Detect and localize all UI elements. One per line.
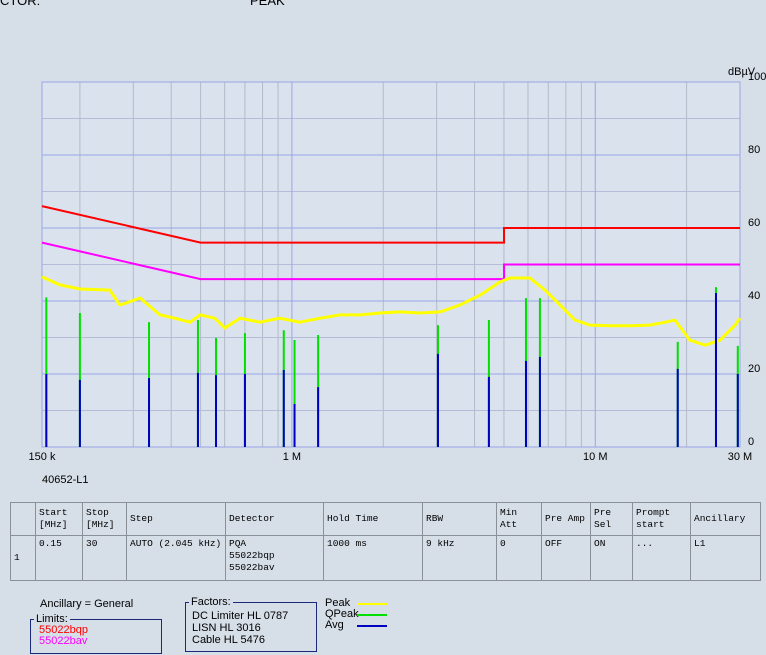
x-tick-label: 1 M [283, 451, 301, 463]
footer: Ancillary = General Limits: 55022bqp 5502… [0, 590, 766, 655]
factor: DC Limiter HL 0787 [192, 610, 289, 622]
trace-legend-entry: Avg [325, 620, 395, 631]
limit-legend-entry: 55022bav [39, 635, 88, 647]
cell-line: 55022bqp [229, 550, 275, 561]
factor: LISN HL 3016 [192, 622, 261, 634]
limits-title: Limits: [34, 613, 70, 625]
legend-swatch [357, 603, 387, 605]
column-header: Step [126, 502, 226, 536]
y-tick-label: 40 [748, 290, 760, 302]
settings-table: Start [MHz] Stop [MHz] Step Detector Hold Ti… [10, 502, 761, 581]
detector-label: CTOR: [0, 0, 41, 8]
table-cell: 1000 ms [323, 535, 423, 581]
caption: 40652-L1 [42, 474, 89, 486]
column-header: RBW [422, 502, 497, 536]
table-cell: ... [632, 535, 691, 581]
column-header: Ancillary [690, 502, 761, 536]
cell-line: 55022bav [229, 562, 275, 573]
column-header: Pre Sel [590, 502, 633, 536]
table-cell: AUTO (2.045 kHz) [126, 535, 226, 581]
header: CTOR: PEAK [0, 0, 766, 8]
column-header [10, 502, 36, 536]
table-cell: PQA 55022bqp 55022bav [225, 535, 324, 581]
column-header: Prompt start [632, 502, 691, 536]
trace-line [41, 205, 740, 244]
legend-label: Peak [325, 597, 351, 609]
y-tick-label: 100 [748, 71, 766, 83]
column-header: Start [MHz] [35, 502, 83, 536]
table-row: 1 0.15 30 AUTO (2.045 kHz) PQA 55022bqp 55022b… [10, 535, 761, 581]
table-cell: 0.15 [35, 535, 83, 581]
legend-label: QPeak [325, 608, 359, 620]
ancillary: Ancillary = General [40, 598, 134, 610]
x-tick-label: 30 M [728, 451, 752, 463]
legend-label: Avg [325, 619, 344, 631]
column-header: Hold Time [323, 502, 423, 536]
y-tick-label: 60 [748, 217, 760, 229]
trace-line [41, 275, 742, 347]
table-cell: 0 [496, 535, 542, 581]
column-header: Pre Amp [541, 502, 591, 536]
trace-legend-entry: Peak [325, 598, 395, 609]
x-tick-label: 150 k [29, 451, 56, 463]
y-tick-label: 0 [748, 436, 754, 448]
factor: Cable HL 5476 [192, 634, 265, 646]
legend-swatch [357, 625, 387, 627]
factors-box: Factors: DC Limiter HL 0787 LISN HL 3016 C… [185, 596, 317, 652]
limits-box: Limits: 55022bqp 55022bav [30, 613, 162, 654]
table-cell: L1 [690, 535, 761, 581]
chart: dBµV 40652-L1 150 k 1 M 10 M 30 M 0 20 40 60 80 1… [29, 66, 766, 486]
trace-legend-entry: QPeak [325, 609, 395, 620]
header-row: Start [MHz] Stop [MHz] Step Detector Hold Ti… [10, 502, 761, 536]
column-header: Min Att [496, 502, 542, 536]
table-cell: 30 [82, 535, 127, 581]
y-tick-label: 20 [748, 363, 760, 375]
table-cell: 9 kHz [422, 535, 497, 581]
limit-legend-entry: 55022bqp [39, 624, 88, 636]
legend-swatch [357, 614, 387, 616]
table-cell: OFF [541, 535, 591, 581]
cell-line: PQA [229, 538, 247, 549]
column-header: Stop [MHz] [82, 502, 127, 536]
x-tick-label: 10 M [583, 451, 607, 463]
table-cell: ON [590, 535, 633, 581]
detector-value: PEAK [250, 0, 285, 8]
y-axis-label: dBµV [728, 66, 756, 78]
y-tick-label: 80 [748, 144, 760, 156]
table-cell: 1 [10, 535, 36, 581]
factors-title: Factors: [189, 596, 233, 608]
column-header: Detector [225, 502, 324, 536]
